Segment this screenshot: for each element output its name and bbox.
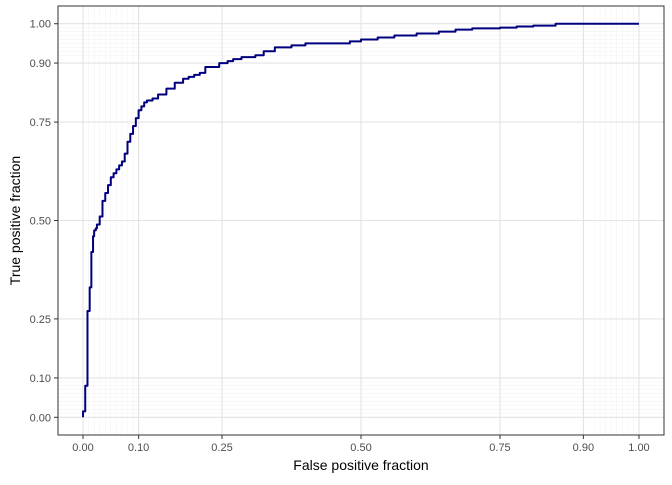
series-layer <box>82 22 639 418</box>
x-tick-label: 0.50 <box>350 442 371 454</box>
x-axis-title: False positive fraction <box>293 457 428 473</box>
y-axis-title: True positive fraction <box>7 156 23 285</box>
y-axis-ticks: 0.00 0.10 0.25 0.50 0.75 0.90 1.00 <box>30 19 58 424</box>
roc-curve-line <box>82 22 639 418</box>
y-tick-label: 0.10 <box>30 373 51 385</box>
x-tick-label: 0.25 <box>211 442 232 454</box>
x-tick-label: 0.00 <box>72 442 93 454</box>
x-tick-label: 1.00 <box>628 442 649 454</box>
x-tick-label: 0.90 <box>573 442 594 454</box>
y-tick-label: 0.90 <box>30 58 51 70</box>
y-tick-label: 0.75 <box>30 117 51 129</box>
y-tick-label: 0.25 <box>30 314 51 326</box>
x-tick-label: 0.10 <box>128 442 149 454</box>
major-grid <box>58 6 664 435</box>
x-axis-ticks: 0.00 0.10 0.25 0.50 0.75 0.90 1.00 <box>72 435 650 454</box>
y-tick-label: 0.50 <box>30 216 51 228</box>
x-tick-label: 0.75 <box>489 442 510 454</box>
y-tick-label: 1.00 <box>30 19 51 31</box>
y-tick-label: 0.00 <box>30 412 51 424</box>
